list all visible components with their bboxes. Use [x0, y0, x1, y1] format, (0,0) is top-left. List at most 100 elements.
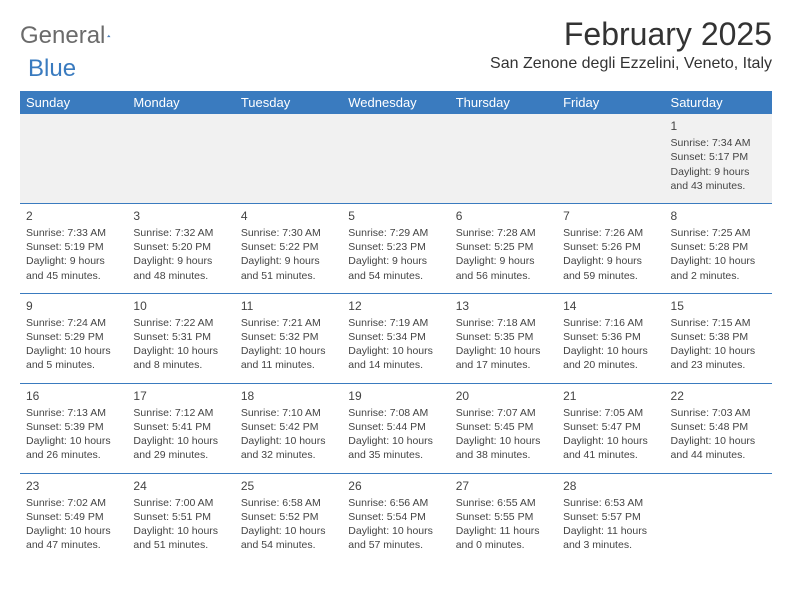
daylight-text: Daylight: 9 hours — [348, 254, 443, 268]
sunset-text: Sunset: 5:28 PM — [671, 240, 766, 254]
calendar-day-cell — [450, 114, 557, 203]
logo-sail-icon — [107, 27, 111, 45]
calendar-day-cell: 8Sunrise: 7:25 AMSunset: 5:28 PMDaylight… — [665, 203, 772, 293]
sunset-text: Sunset: 5:23 PM — [348, 240, 443, 254]
sunset-text: Sunset: 5:25 PM — [456, 240, 551, 254]
daylight-text: Daylight: 10 hours — [241, 524, 336, 538]
day-number: 19 — [348, 388, 443, 404]
calendar-day-cell — [557, 114, 664, 203]
calendar-day-cell: 5Sunrise: 7:29 AMSunset: 5:23 PMDaylight… — [342, 203, 449, 293]
daylight-text: and 41 minutes. — [563, 448, 658, 462]
calendar-day-cell: 26 Sunrise: 6:56 AMSunset: 5:54 PMDayligh… — [342, 473, 449, 562]
calendar-day-cell: 28Sunrise: 6:53 AMSunset: 5:57 PMDayligh… — [557, 473, 664, 562]
location-subtitle: San Zenone degli Ezzelini, Veneto, Italy — [490, 55, 772, 73]
daylight-text: Daylight: 9 hours — [26, 254, 121, 268]
day-number: 7 — [563, 208, 658, 224]
calendar-day-cell: 25Sunrise: 6:58 AMSunset: 5:52 PMDayligh… — [235, 473, 342, 562]
day-number: 22 — [671, 388, 766, 404]
sunrise-text: Sunrise: 7:21 AM — [241, 316, 336, 330]
daylight-text: Daylight: 10 hours — [241, 344, 336, 358]
sunset-text: Sunset: 5:34 PM — [348, 330, 443, 344]
calendar-day-cell: 18Sunrise: 7:10 AMSunset: 5:42 PMDayligh… — [235, 383, 342, 473]
calendar-day-cell — [20, 114, 127, 203]
logo: General — [20, 22, 131, 50]
sunrise-text: Sunrise: 7:28 AM — [456, 226, 551, 240]
daylight-text: Daylight: 10 hours — [133, 344, 228, 358]
daylight-text: and 0 minutes. — [456, 538, 551, 552]
daylight-text: and 29 minutes. — [133, 448, 228, 462]
calendar-day-cell: 23Sunrise: 7:02 AMSunset: 5:49 PMDayligh… — [20, 473, 127, 562]
sunrise-text: Sunrise: 6:55 AM — [456, 496, 551, 510]
day-number: 16 — [26, 388, 121, 404]
calendar-day-cell: 11Sunrise: 7:21 AMSunset: 5:32 PMDayligh… — [235, 293, 342, 383]
sunrise-text: Sunrise: 7:12 AM — [133, 406, 228, 420]
weekday-header: Tuesday — [235, 91, 342, 114]
day-number: 11 — [241, 298, 336, 314]
weekday-header: Saturday — [665, 91, 772, 114]
daylight-text: and 43 minutes. — [671, 179, 766, 193]
weekday-header: Friday — [557, 91, 664, 114]
sunrise-text: Sunrise: 6:56 AM — [348, 496, 443, 510]
sunset-text: Sunset: 5:49 PM — [26, 510, 121, 524]
daylight-text: and 51 minutes. — [241, 269, 336, 283]
daylight-text: and 54 minutes. — [241, 538, 336, 552]
sunrise-text: Sunrise: 7:05 AM — [563, 406, 658, 420]
title-block: February 2025 San Zenone degli Ezzelini,… — [490, 16, 772, 73]
day-number: 3 — [133, 208, 228, 224]
logo-text-general: General — [20, 22, 105, 50]
daylight-text: Daylight: 10 hours — [563, 434, 658, 448]
sunrise-text: Sunrise: 7:16 AM — [563, 316, 658, 330]
weekday-header: Sunday — [20, 91, 127, 114]
calendar-day-cell: 15Sunrise: 7:15 AMSunset: 5:38 PMDayligh… — [665, 293, 772, 383]
sunrise-text: Sunrise: 7:10 AM — [241, 406, 336, 420]
sunset-text: Sunset: 5:29 PM — [26, 330, 121, 344]
daylight-text: and 48 minutes. — [133, 269, 228, 283]
sunrise-text: Sunrise: 7:24 AM — [26, 316, 121, 330]
sunrise-text: Sunrise: 7:26 AM — [563, 226, 658, 240]
weekday-header: Monday — [127, 91, 234, 114]
day-number: 25 — [241, 478, 336, 494]
daylight-text: and 14 minutes. — [348, 358, 443, 372]
daylight-text: and 45 minutes. — [26, 269, 121, 283]
day-number: 1 — [671, 118, 766, 134]
daylight-text: Daylight: 10 hours — [348, 524, 443, 538]
sunset-text: Sunset: 5:54 PM — [348, 510, 443, 524]
sunset-text: Sunset: 5:26 PM — [563, 240, 658, 254]
sunset-text: Sunset: 5:36 PM — [563, 330, 658, 344]
weekday-header: Wednesday — [342, 91, 449, 114]
day-number: 20 — [456, 388, 551, 404]
sunrise-text: Sunrise: 7:22 AM — [133, 316, 228, 330]
sunset-text: Sunset: 5:55 PM — [456, 510, 551, 524]
sunset-text: Sunset: 5:48 PM — [671, 420, 766, 434]
daylight-text: and 57 minutes. — [348, 538, 443, 552]
sunrise-text: Sunrise: 6:53 AM — [563, 496, 658, 510]
daylight-text: Daylight: 9 hours — [671, 165, 766, 179]
calendar-week-row: 1Sunrise: 7:34 AMSunset: 5:17 PMDaylight… — [20, 114, 772, 203]
sunrise-text: Sunrise: 7:19 AM — [348, 316, 443, 330]
calendar-day-cell — [665, 473, 772, 562]
daylight-text: and 2 minutes. — [671, 269, 766, 283]
sunrise-text: Sunrise: 7:13 AM — [26, 406, 121, 420]
day-number: 13 — [456, 298, 551, 314]
day-number: 9 — [26, 298, 121, 314]
calendar-day-cell: 21Sunrise: 7:05 AMSunset: 5:47 PMDayligh… — [557, 383, 664, 473]
daylight-text: Daylight: 10 hours — [26, 434, 121, 448]
sunset-text: Sunset: 5:52 PM — [241, 510, 336, 524]
day-number: 17 — [133, 388, 228, 404]
daylight-text: Daylight: 10 hours — [26, 344, 121, 358]
daylight-text: Daylight: 10 hours — [348, 434, 443, 448]
day-number: 18 — [241, 388, 336, 404]
day-number: 26 — [348, 478, 443, 494]
sunrise-text: Sunrise: 7:02 AM — [26, 496, 121, 510]
day-number: 27 — [456, 478, 551, 494]
sunset-text: Sunset: 5:44 PM — [348, 420, 443, 434]
day-number: 15 — [671, 298, 766, 314]
sunset-text: Sunset: 5:19 PM — [26, 240, 121, 254]
calendar-table: Sunday Monday Tuesday Wednesday Thursday… — [20, 91, 772, 562]
sunset-text: Sunset: 5:38 PM — [671, 330, 766, 344]
calendar-day-cell: 7Sunrise: 7:26 AMSunset: 5:26 PMDaylight… — [557, 203, 664, 293]
calendar-day-cell: 13Sunrise: 7:18 AMSunset: 5:35 PMDayligh… — [450, 293, 557, 383]
calendar-body: 1Sunrise: 7:34 AMSunset: 5:17 PMDaylight… — [20, 114, 772, 562]
calendar-day-cell: 4Sunrise: 7:30 AMSunset: 5:22 PMDaylight… — [235, 203, 342, 293]
daylight-text: Daylight: 9 hours — [241, 254, 336, 268]
